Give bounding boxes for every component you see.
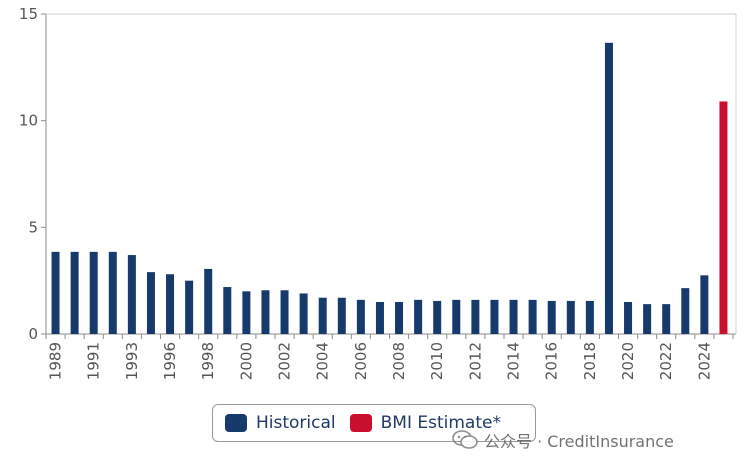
- bar-historical[interactable]: [318, 297, 327, 334]
- x-tick-label: 2014: [505, 342, 523, 380]
- wechat-icon: [452, 430, 478, 449]
- x-tick-label: 2020: [619, 342, 637, 380]
- bar-historical[interactable]: [528, 299, 537, 334]
- legend-swatch-historical: [225, 414, 247, 432]
- x-tick-label: 2024: [695, 342, 713, 380]
- y-tick-label: 0: [28, 325, 38, 343]
- x-tick-label: 2018: [581, 342, 599, 380]
- x-tick-label: 2006: [352, 342, 370, 380]
- bar-historical[interactable]: [146, 272, 155, 334]
- bar-historical[interactable]: [547, 300, 556, 334]
- bar-historical[interactable]: [566, 300, 575, 334]
- x-tick-label: 2012: [466, 342, 484, 380]
- bar-historical[interactable]: [204, 268, 213, 334]
- x-tick-label: 1993: [123, 342, 141, 380]
- bar-historical[interactable]: [681, 288, 690, 334]
- legend-item-bmi-estimate[interactable]: BMI Estimate*: [349, 413, 501, 433]
- bar-historical[interactable]: [185, 280, 194, 334]
- x-tick-label: 2008: [390, 342, 408, 380]
- bar-historical[interactable]: [127, 255, 136, 334]
- x-tick-label: 1989: [47, 342, 65, 380]
- watermark-text: 公众号 · CreditInsurance: [484, 432, 674, 451]
- bar-historical[interactable]: [51, 251, 60, 334]
- bar-historical[interactable]: [261, 290, 270, 334]
- bar-historical[interactable]: [452, 299, 461, 334]
- x-tick-label: 1998: [199, 342, 217, 380]
- bar-historical[interactable]: [375, 302, 384, 334]
- x-tick-label: 2004: [314, 342, 332, 380]
- bar-historical[interactable]: [108, 251, 117, 334]
- x-tick-label: 1996: [161, 342, 179, 380]
- bar-chart: 0 5 10 15 1989 1991 1993 1996 1998 2000 2002 2004 2…: [19, 5, 737, 380]
- bar-historical[interactable]: [356, 299, 365, 334]
- legend-swatch-bmi-estimate: [349, 414, 372, 432]
- legend: Historical BMI Estimate*: [212, 404, 536, 442]
- bar-historical[interactable]: [337, 297, 346, 334]
- x-tick-label: 2010: [428, 342, 446, 380]
- x-tick-label: 2022: [657, 342, 675, 380]
- bar-historical[interactable]: [624, 302, 633, 334]
- x-tick-label: 2002: [276, 342, 294, 380]
- bar-historical[interactable]: [585, 300, 594, 334]
- bar-bmi-estimate[interactable]: [719, 101, 728, 334]
- bar-historical[interactable]: [433, 300, 442, 334]
- bar-historical[interactable]: [700, 275, 709, 334]
- bar-historical[interactable]: [490, 299, 499, 334]
- bar-historical[interactable]: [299, 293, 308, 334]
- bar-historical[interactable]: [414, 299, 423, 334]
- bar-historical[interactable]: [604, 42, 613, 335]
- y-tick-label: 10: [19, 112, 38, 130]
- bar-historical[interactable]: [166, 274, 175, 334]
- x-tick-label: 2016: [543, 342, 561, 380]
- bar-historical[interactable]: [662, 304, 671, 334]
- watermark: 公众号 · CreditInsurance: [452, 428, 674, 452]
- legend-label-historical: Historical: [256, 413, 336, 433]
- x-tick-label: 1991: [85, 342, 103, 380]
- y-tick-label: 5: [28, 218, 38, 236]
- bar-historical[interactable]: [280, 290, 289, 334]
- legend-item-historical[interactable]: Historical: [225, 413, 336, 433]
- bar-historical[interactable]: [643, 304, 652, 334]
- legend-label-bmi-estimate: BMI Estimate*: [380, 413, 501, 433]
- bar-historical[interactable]: [509, 299, 518, 334]
- x-tick-label: 2000: [237, 342, 255, 380]
- bar-historical[interactable]: [89, 251, 98, 334]
- bar-historical[interactable]: [242, 291, 251, 334]
- bar-historical[interactable]: [395, 302, 404, 334]
- y-tick-label: 15: [19, 5, 38, 23]
- bar-historical[interactable]: [471, 299, 480, 334]
- bar-historical[interactable]: [70, 251, 79, 334]
- bar-historical[interactable]: [223, 287, 232, 334]
